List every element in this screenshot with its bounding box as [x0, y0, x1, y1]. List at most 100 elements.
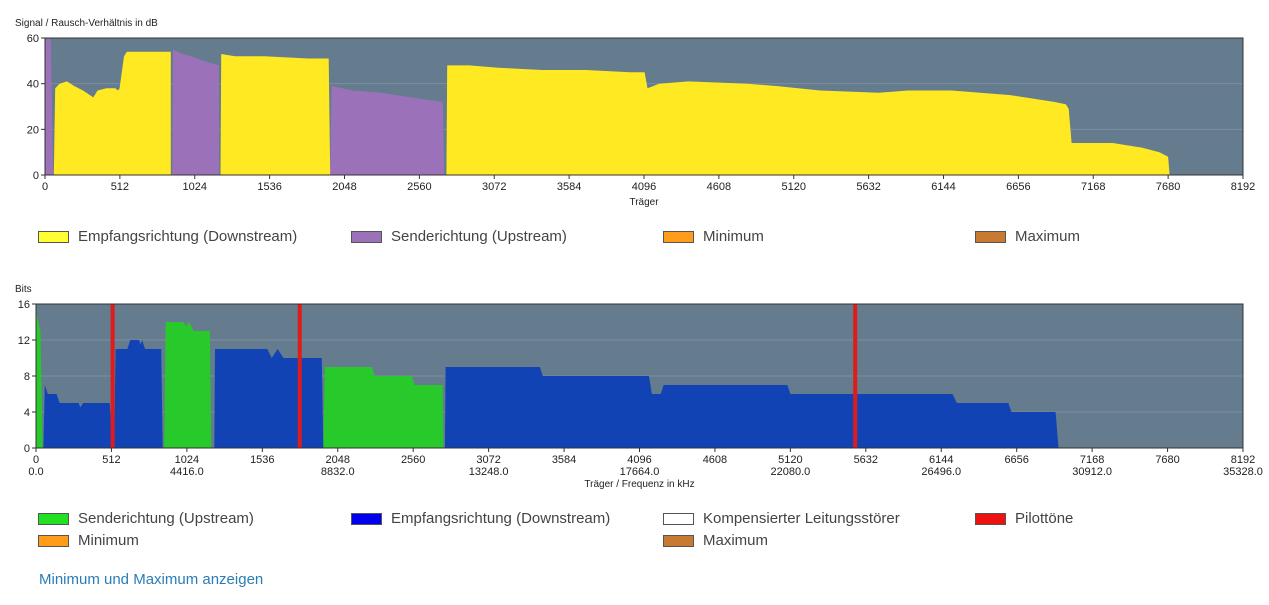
legend-swatch-minimum — [38, 534, 69, 547]
x-tick-label: 2048 — [326, 454, 350, 466]
freq-tick-label: 26496.0 — [921, 466, 961, 478]
legend-item-downstream: Empfangsrichtung (Downstream) — [38, 228, 297, 245]
legend-swatch-crosstalk — [663, 512, 694, 525]
legend-label: Senderichtung (Upstream) — [78, 510, 254, 527]
x-tick-label: 7680 — [1155, 454, 1179, 466]
legend-swatch-maximum — [663, 534, 694, 547]
y-tick-label: 40 — [27, 79, 39, 91]
x-tick-label: 3072 — [476, 454, 500, 466]
series-area — [220, 54, 331, 175]
legend-swatch-upstream — [38, 512, 69, 525]
legend-swatch-downstream — [351, 512, 382, 525]
bits-chart: 0 4 8 12 16 0 512 1024 1536 2048 2560 3072 3584 4096 4… — [15, 284, 1263, 490]
snr-chart: 0 20 40 60 0 512 1024 1536 2048 2560 3072 3584 4096 4… — [15, 18, 1255, 208]
legend-swatch-minimum — [663, 230, 694, 243]
series-area — [164, 322, 212, 448]
series-area — [214, 349, 324, 448]
series-area — [43, 385, 113, 448]
legend-label: Empfangsrichtung (Downstream) — [78, 228, 298, 245]
x-axis-label: Träger — [629, 197, 659, 208]
x-tick-label: 0 — [42, 181, 48, 193]
x-axis-label: Träger / Frequenz in kHz — [584, 479, 694, 490]
x-tick-label: 2560 — [401, 454, 425, 466]
legend-item-crosstalk: Kompensierter Leitungsstörer — [663, 510, 900, 527]
x-tick-label: 2560 — [407, 181, 431, 193]
x-tick-label: 512 — [111, 181, 129, 193]
y-tick-label: 8 — [24, 371, 30, 383]
legend-item-upstream: Senderichtung (Upstream) — [38, 510, 254, 527]
x-tick-label: 1024 — [175, 454, 199, 466]
x-tick-label: 7680 — [1156, 181, 1180, 193]
legend-item-minimum: Minimum — [38, 532, 139, 549]
y-tick-label: 0 — [24, 443, 30, 455]
legend-label: Pilottöne — [1015, 510, 1074, 527]
x-tick-label: 5632 — [854, 454, 878, 466]
legend-label: Kompensierter Leitungsstörer — [703, 510, 900, 527]
freq-tick-label: 0.0 — [28, 466, 43, 478]
x-tick-label: 5632 — [856, 181, 880, 193]
x-tick-label: 1536 — [250, 454, 274, 466]
legend-swatch-maximum — [975, 230, 1006, 243]
series-area — [114, 340, 163, 448]
series-area — [446, 65, 1170, 175]
x-tick-label: 3072 — [482, 181, 506, 193]
x-tick-label: 6144 — [929, 454, 953, 466]
y-tick-label: 12 — [18, 335, 30, 347]
legend-label: Maximum — [1015, 228, 1081, 245]
x-tick-label: 8192 — [1231, 454, 1255, 466]
legend-swatch-upstream — [351, 230, 382, 243]
series-area — [172, 49, 219, 175]
x-tick-label: 512 — [102, 454, 120, 466]
legend-label: Empfangsrichtung (Downstream) — [391, 510, 611, 527]
y-tick-label: 4 — [24, 407, 30, 419]
legend-swatch-pilot-tones — [975, 512, 1006, 525]
freq-tick-label: 35328.0 — [1223, 466, 1263, 478]
x-tick-label: 8192 — [1231, 181, 1255, 193]
series-area — [330, 86, 445, 175]
legend-swatch-downstream — [38, 230, 69, 243]
freq-tick-label: 30912.0 — [1072, 466, 1112, 478]
freq-tick-label: 4416.0 — [170, 466, 204, 478]
freq-tick-label: 17664.0 — [620, 466, 660, 478]
series-area — [53, 51, 171, 176]
legend-label: Minimum — [703, 228, 764, 245]
x-tick-label: 6656 — [1004, 454, 1028, 466]
x-tick-label: 4096 — [627, 454, 651, 466]
legend-item-maximum: Maximum — [975, 228, 1080, 245]
freq-tick-label: 13248.0 — [469, 466, 509, 478]
legend-label: Senderichtung (Upstream) — [391, 228, 567, 245]
legend-item-minimum: Minimum — [663, 228, 764, 245]
y-tick-label: 0 — [33, 170, 39, 182]
series-area — [323, 367, 444, 448]
legend-label: Minimum — [78, 532, 139, 549]
x-tick-label: 7168 — [1081, 181, 1105, 193]
legend-item-pilot-tones: Pilottöne — [975, 510, 1073, 527]
legend-item-maximum: Maximum — [663, 532, 768, 549]
y-tick-label: 60 — [27, 33, 39, 45]
series-area — [45, 38, 53, 175]
x-tick-label: 6144 — [931, 181, 955, 193]
y-axis-label: Bits — [15, 284, 32, 295]
x-tick-label: 3584 — [557, 181, 581, 193]
x-tick-label: 1536 — [257, 181, 281, 193]
x-tick-label: 4608 — [707, 181, 731, 193]
x-tick-label: 5120 — [778, 454, 802, 466]
x-tick-label: 6656 — [1006, 181, 1030, 193]
x-tick-label: 7168 — [1080, 454, 1104, 466]
freq-tick-label: 22080.0 — [770, 466, 810, 478]
series-area — [36, 313, 43, 448]
x-tick-label: 1024 — [183, 181, 207, 193]
freq-tick-label: 8832.0 — [321, 466, 355, 478]
legend-item-downstream: Empfangsrichtung (Downstream) — [351, 510, 610, 527]
show-min-max-link[interactable]: Minimum und Maximum anzeigen — [39, 571, 264, 588]
x-tick-label: 3584 — [552, 454, 576, 466]
series-area — [444, 367, 1059, 448]
y-tick-label: 16 — [18, 299, 30, 311]
y-tick-label: 20 — [27, 124, 39, 136]
x-tick-label: 4096 — [632, 181, 656, 193]
legend-item-upstream: Senderichtung (Upstream) — [351, 228, 567, 245]
y-axis-label: Signal / Rausch-Verhältnis in dB — [15, 18, 158, 29]
x-tick-label: 5120 — [782, 181, 806, 193]
x-tick-label: 4608 — [703, 454, 727, 466]
x-tick-label: 2048 — [332, 181, 356, 193]
